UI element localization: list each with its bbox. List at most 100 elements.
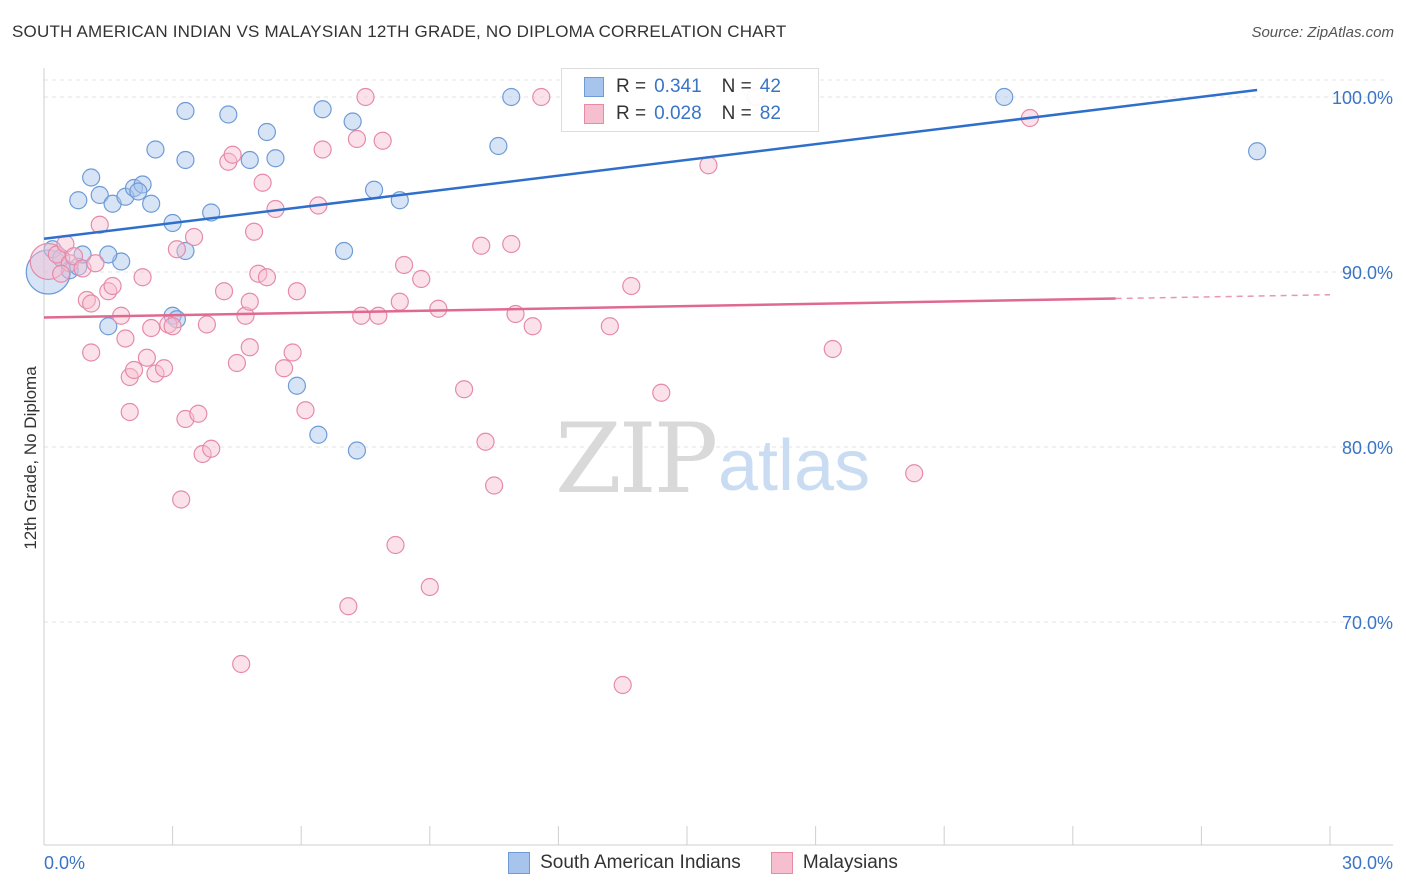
data-points xyxy=(25,87,1267,695)
point-malaysian xyxy=(274,359,294,378)
point-malaysian xyxy=(29,242,67,281)
point-malaysian xyxy=(429,299,448,318)
legend-row-malaysians: R = 0.028 N = 82 xyxy=(584,100,781,128)
source-label: Source: ZipAtlas.com xyxy=(1251,24,1394,41)
point-south-american-indian xyxy=(142,194,161,213)
point-malaysian xyxy=(142,318,161,338)
trend-line-malaysians xyxy=(43,297,1116,319)
point-south-american-indian xyxy=(176,150,195,170)
point-malaysian xyxy=(485,476,504,495)
legend-r-value: 0.341 xyxy=(654,76,702,97)
legend-swatch-blue xyxy=(584,77,604,97)
point-malaysian xyxy=(420,577,439,597)
legend-r-label: R = xyxy=(616,76,647,97)
bottom-legend: South American Indians Malaysians xyxy=(0,852,1406,874)
point-south-american-indian xyxy=(313,100,332,119)
point-malaysian xyxy=(146,364,165,383)
point-south-american-indian xyxy=(309,425,328,444)
point-malaysian xyxy=(823,339,842,359)
point-malaysian xyxy=(154,359,174,378)
point-malaysian xyxy=(120,402,139,422)
point-malaysian xyxy=(116,329,135,348)
legend-n-label: N = xyxy=(721,76,752,97)
point-malaysian xyxy=(369,306,388,325)
point-malaysian xyxy=(287,282,307,301)
trend-line-south-american-indians xyxy=(43,88,1258,240)
point-south-american-indian xyxy=(82,168,101,187)
point-south-american-indian xyxy=(334,241,354,261)
point-south-american-indian xyxy=(99,245,118,264)
point-malaysian xyxy=(184,227,204,247)
point-malaysian xyxy=(412,269,431,289)
legend-n-label: N = xyxy=(721,103,752,124)
point-malaysian xyxy=(240,338,259,357)
point-malaysian xyxy=(197,315,216,334)
point-malaysian xyxy=(373,131,392,150)
point-south-american-indian xyxy=(1248,142,1267,161)
legend-row-south-american-indians: R = 0.341 N = 42 xyxy=(584,73,781,101)
point-malaysian xyxy=(339,597,358,616)
point-malaysian xyxy=(352,306,371,325)
point-south-american-indian xyxy=(347,441,367,460)
point-malaysian xyxy=(189,404,208,423)
point-malaysian xyxy=(472,236,491,255)
trend-lines xyxy=(43,88,1331,319)
point-malaysian xyxy=(223,145,242,164)
x-tick-label: 0.0% xyxy=(44,853,85,873)
point-south-american-indian xyxy=(176,101,195,121)
point-malaysian xyxy=(600,317,619,336)
bottom-legend-swatch-pink xyxy=(770,852,793,874)
point-south-american-indian xyxy=(99,317,118,336)
point-malaysian xyxy=(257,268,277,287)
y-tick-label: 80.0% xyxy=(1342,438,1393,458)
point-malaysian xyxy=(347,129,367,149)
point-malaysian xyxy=(90,215,109,234)
point-malaysian xyxy=(523,317,542,336)
point-malaysian xyxy=(386,535,405,555)
point-south-american-indian xyxy=(489,136,508,156)
point-malaysian xyxy=(394,255,414,275)
bottom-legend-label: Malaysians xyxy=(802,852,898,873)
tick-labels: 100.0% 90.0% 80.0% 70.0% 0.0% 30.0% xyxy=(44,88,1393,873)
point-malaysian xyxy=(82,294,101,313)
legend-r-value: 0.028 xyxy=(654,103,702,124)
point-malaysian xyxy=(296,401,315,420)
legend-swatch-pink xyxy=(584,104,604,124)
point-malaysian xyxy=(214,282,234,301)
point-south-american-indian xyxy=(219,105,238,124)
point-malaysian xyxy=(905,464,924,483)
point-malaysian xyxy=(124,360,144,380)
x-tick-label: 30.0% xyxy=(1342,853,1393,873)
point-malaysian xyxy=(652,383,671,402)
point-malaysian xyxy=(82,343,101,362)
point-south-american-indian xyxy=(240,150,259,170)
trend-line-malaysians-extension xyxy=(1115,294,1331,300)
point-south-american-indian xyxy=(146,140,165,159)
point-malaysian xyxy=(103,276,122,296)
point-malaysian xyxy=(622,276,641,296)
point-south-american-indian xyxy=(502,87,521,107)
point-malaysian xyxy=(613,675,632,695)
point-malaysian xyxy=(356,87,375,107)
point-south-american-indian xyxy=(995,87,1014,107)
point-malaysian xyxy=(193,444,212,464)
point-malaysian xyxy=(133,268,152,287)
point-south-american-indian xyxy=(343,112,362,131)
point-malaysian xyxy=(202,439,221,458)
point-malaysian xyxy=(244,222,264,241)
point-malaysian xyxy=(172,490,191,509)
y-tick-label: 100.0% xyxy=(1332,88,1393,108)
bottom-legend-swatch-blue xyxy=(508,852,531,874)
legend: R = 0.341 N = 42 R = 0.028 N = 82 xyxy=(561,68,819,132)
point-malaysian xyxy=(283,343,302,362)
point-south-american-indian xyxy=(266,149,285,168)
y-axis-label: 12th Grade, No Diploma xyxy=(21,366,40,550)
bottom-legend-label: South American Indians xyxy=(540,852,741,873)
point-south-american-indian xyxy=(287,376,307,395)
point-malaysian xyxy=(137,348,156,367)
point-malaysian xyxy=(86,254,105,273)
point-malaysian xyxy=(240,292,259,311)
point-malaysian xyxy=(52,264,71,283)
point-south-american-indian xyxy=(129,182,148,201)
axes xyxy=(43,68,1393,846)
